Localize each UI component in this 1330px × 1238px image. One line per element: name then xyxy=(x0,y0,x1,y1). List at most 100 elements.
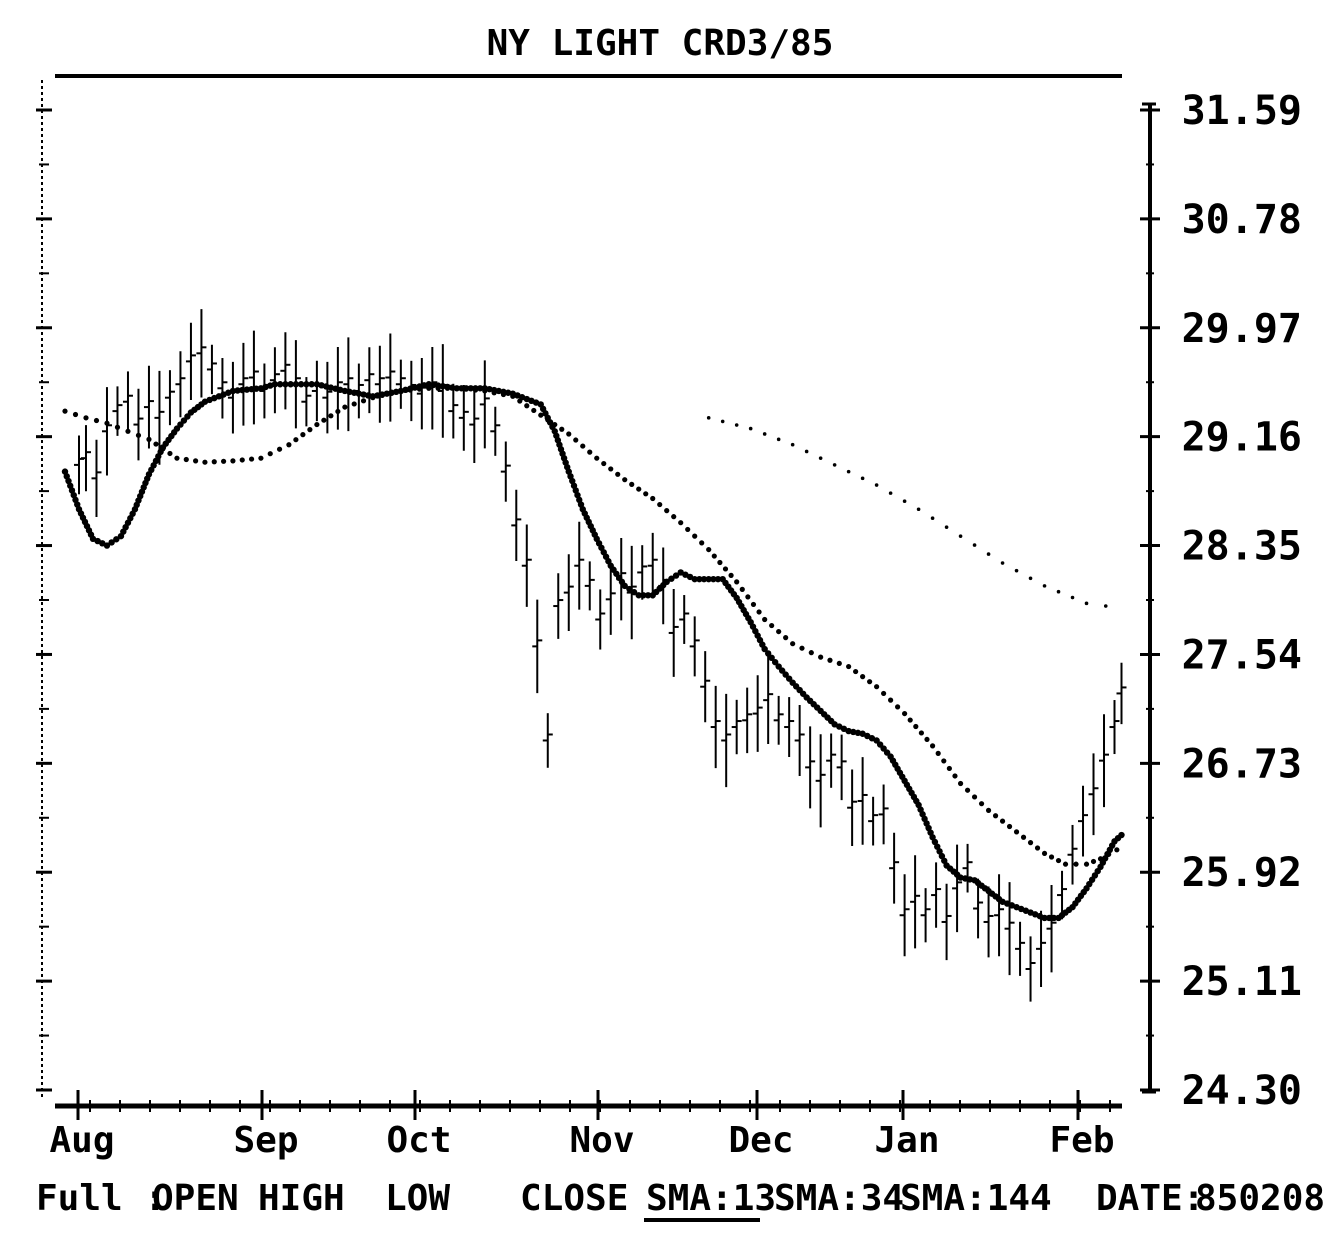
series-dot-sma13 xyxy=(621,582,628,590)
series-dot-sma34 xyxy=(711,553,717,559)
series-dot-sma144 xyxy=(748,426,753,431)
series-dot-sma34 xyxy=(867,679,873,685)
series-dot-sma34 xyxy=(971,794,978,800)
series-dot-sma34 xyxy=(671,514,677,520)
series-dot-sma34 xyxy=(853,668,859,675)
series-dot-sma34 xyxy=(622,477,628,483)
series-dot-sma34 xyxy=(153,441,159,447)
y-tick-label: 28.35 xyxy=(1182,524,1302,570)
series-dot-sma13 xyxy=(771,658,779,666)
y-tick-label: 31.59 xyxy=(1182,88,1302,134)
series-dot-sma34 xyxy=(756,609,762,615)
status-prefix: Full : xyxy=(36,1178,166,1219)
series-dot-sma34 xyxy=(1114,847,1120,853)
series-dot-sma34 xyxy=(636,486,642,492)
status-sma34[interactable]: SMA:34 xyxy=(774,1178,904,1219)
series-dot-sma144 xyxy=(734,423,739,427)
series-dot-sma144 xyxy=(1028,576,1033,581)
status-sma13[interactable]: SMA:13 xyxy=(646,1178,776,1219)
chart-title: NY LIGHT CRD3/85 xyxy=(487,23,834,64)
series-dot-sma34 xyxy=(342,404,348,410)
series-dot-sma34 xyxy=(545,417,551,423)
series-dot-sma34 xyxy=(538,412,544,418)
series-dot-sma34 xyxy=(1013,829,1020,835)
series-dot-sma34 xyxy=(1106,851,1112,857)
series-dot-sma34 xyxy=(416,386,423,392)
x-axis-ticks xyxy=(76,1090,1111,1120)
series-dot-sma34 xyxy=(1097,856,1104,862)
series-dot-sma144 xyxy=(1000,561,1005,565)
x-tick-label: Jan xyxy=(874,1120,939,1161)
status-close[interactable]: CLOSE xyxy=(520,1178,628,1219)
series-dot-sma34 xyxy=(722,566,729,572)
series-dot-sma34 xyxy=(783,635,789,641)
series-dot-sma13 xyxy=(691,575,698,583)
series-dot-sma144 xyxy=(1103,604,1108,608)
series-dot-sma13 xyxy=(700,575,708,583)
series-dot-sma34 xyxy=(248,456,255,462)
series-dot-sma34 xyxy=(370,395,376,401)
y-tick-label: 27.54 xyxy=(1182,632,1302,678)
series-dot-sma34 xyxy=(692,533,698,539)
x-tick-label: Sep xyxy=(233,1120,298,1161)
series-dot-sma34 xyxy=(573,437,579,443)
series-dot-sma34 xyxy=(1041,850,1048,857)
series-dot-sma34 xyxy=(1055,857,1062,864)
series-dot-sma34 xyxy=(300,432,306,438)
series-dot-sma34 xyxy=(888,697,894,703)
status-high[interactable]: HIGH xyxy=(258,1178,345,1219)
series-dot-sma34 xyxy=(902,710,908,717)
x-axis-labels: Aug Sep Oct Nov Dec Jan Feb xyxy=(49,1120,1114,1161)
series-dot-sma34 xyxy=(818,654,824,660)
series-dot-sma144 xyxy=(986,552,991,556)
series-dot-sma34 xyxy=(790,641,796,647)
series-dot-sma34 xyxy=(685,526,691,533)
y-tick-label: 29.97 xyxy=(1182,306,1302,352)
series-dot-sma13 xyxy=(308,381,315,388)
series-dot-sma34 xyxy=(183,456,189,463)
series-dot-sma34 xyxy=(881,690,887,697)
series-dot-sma34 xyxy=(1073,861,1079,867)
series-dot-sma34 xyxy=(193,458,199,464)
series-dot-sma34 xyxy=(328,413,334,419)
x-tick-label: Aug xyxy=(49,1120,114,1161)
series-dot-sma34 xyxy=(62,408,68,414)
series-dot-sma34 xyxy=(444,385,451,391)
series-dot-sma13 xyxy=(714,575,722,583)
series-dot-sma13 xyxy=(761,645,768,653)
series-dot-sma34 xyxy=(321,417,327,423)
series-dot-sma34 xyxy=(379,392,385,399)
series-dot-sma13 xyxy=(476,385,484,392)
series-dot-sma34 xyxy=(734,579,740,585)
status-low[interactable]: LOW xyxy=(385,1178,450,1219)
series-dot-sma34 xyxy=(874,684,880,690)
series-dot-sma34 xyxy=(992,813,999,819)
series-dot-sma144 xyxy=(1014,568,1019,573)
series-dot-sma144 xyxy=(790,442,795,447)
series-dot-sma34 xyxy=(978,801,985,807)
series-dot-sma34 xyxy=(799,645,805,651)
status-sma144[interactable]: SMA:144 xyxy=(900,1178,1052,1219)
series-dot-sma34 xyxy=(776,628,782,635)
series-dot-sma34 xyxy=(924,736,930,743)
series-dot-sma34 xyxy=(83,415,89,421)
series-dot-sma34 xyxy=(895,704,901,710)
series-dot-sma34 xyxy=(762,616,768,623)
series-dot-sma34 xyxy=(769,622,775,629)
series-dot-sma34 xyxy=(657,501,663,508)
series-dot-sma34 xyxy=(72,411,79,418)
series-dot-sma34 xyxy=(1006,823,1013,830)
series-dot-sma144 xyxy=(720,419,725,424)
status-bar: Full : OPEN HIGH LOW CLOSE SMA:13 SMA:34… xyxy=(36,1178,1325,1222)
series-dot-sma34 xyxy=(160,446,166,452)
series-dot-sma13 xyxy=(108,539,115,546)
series-dot-sma34 xyxy=(230,458,236,464)
series-dot-sma34 xyxy=(1048,854,1055,860)
series-dot-sma13 xyxy=(668,575,675,582)
status-open[interactable]: OPEN xyxy=(152,1178,239,1219)
series-dot-sma34 xyxy=(717,559,723,566)
y-axis-labels: 31.59 30.78 29.97 29.16 28.35 27.54 26.73 25.92… xyxy=(1182,88,1302,1114)
series-dot-sma34 xyxy=(615,471,621,477)
series-dot-sma34 xyxy=(524,403,530,409)
